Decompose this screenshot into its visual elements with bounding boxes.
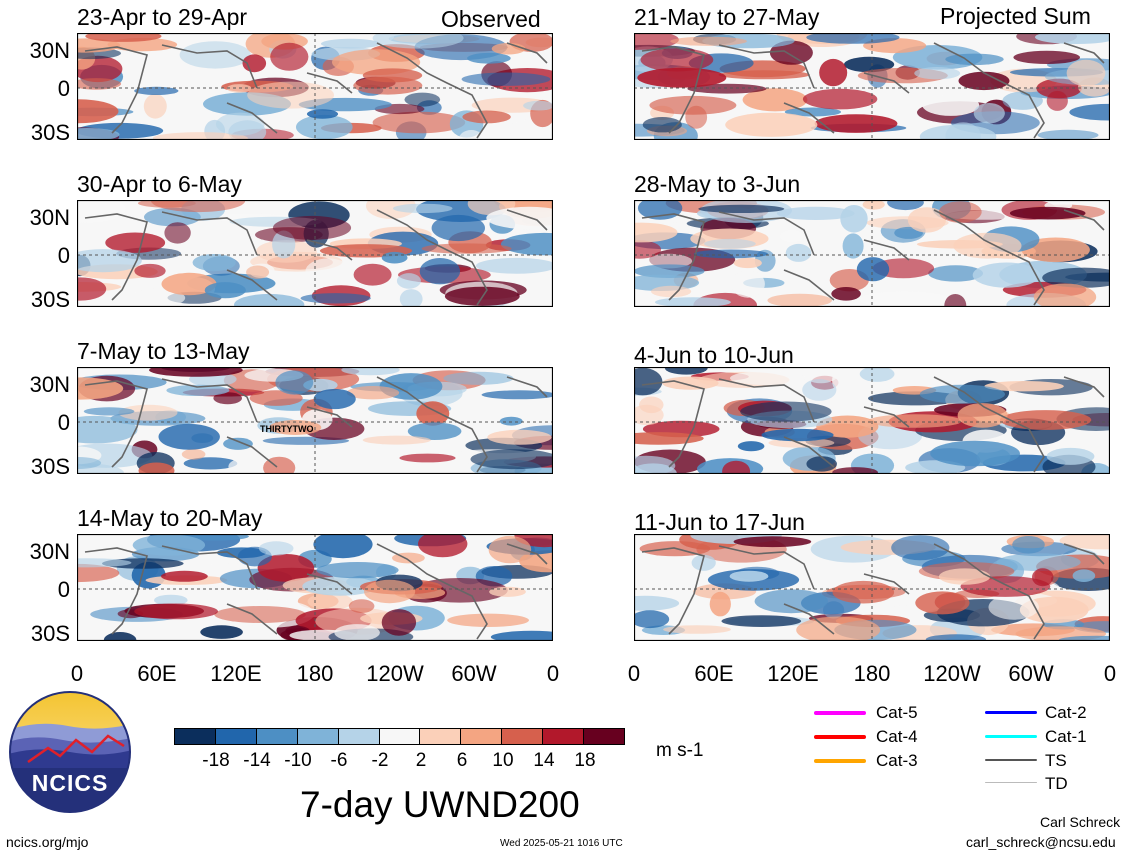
- legend-swatch-cat2: [985, 711, 1037, 714]
- colorbar-tick: 10: [492, 750, 514, 771]
- colorbar-swatch: [215, 729, 257, 744]
- colorbar-swatch: [256, 729, 298, 744]
- map-panel-obs-3: [77, 367, 553, 474]
- panel-title-proj-2: 28-May to 3-Jun: [634, 171, 801, 197]
- colorbar: [174, 728, 625, 745]
- colorbar-tick: -2: [371, 750, 389, 771]
- ncics-logo: NCICS: [8, 690, 132, 814]
- lat-label-30n: 30N: [29, 205, 70, 230]
- colorbar-units: m s-1: [656, 740, 704, 761]
- map-panel-obs-1: [77, 33, 553, 140]
- legend-label-cat2: Cat-2: [1045, 703, 1087, 722]
- lon-label-left-60e: 60E: [137, 661, 177, 686]
- map-panel-proj-1: [634, 33, 1110, 140]
- panel-title-obs-1: 23-Apr to 29-Apr: [77, 4, 248, 30]
- lat-label-30n: 30N: [29, 372, 70, 397]
- lon-label-left-180: 180: [296, 661, 334, 686]
- colorbar-swatch: [420, 729, 462, 744]
- projected-label: Projected Sum: [940, 3, 1091, 29]
- lat-label-0: 0: [57, 410, 70, 435]
- storm-label: THIRTYTWO: [260, 424, 314, 434]
- legend-swatch-cat1: [985, 735, 1037, 738]
- footer-timestamp: Wed 2025-05-21 1016 UTC: [500, 838, 623, 849]
- colorbar-swatch: [175, 729, 216, 744]
- map-panel-proj-4: [634, 534, 1110, 641]
- colorbar-tick: 14: [533, 750, 555, 771]
- colorbar-swatch: [338, 729, 380, 744]
- legend-swatch-ts: [985, 759, 1037, 761]
- legend-label-cat5: Cat-5: [876, 703, 918, 722]
- legend-swatch-td: [985, 782, 1037, 783]
- main-title: 7-day UWND200: [300, 784, 580, 825]
- lat-label-30s: 30S: [30, 454, 70, 479]
- logo-text: NCICS: [31, 770, 109, 796]
- panel-title-obs-4: 14-May to 20-May: [77, 505, 263, 531]
- panel-title-proj-3: 4-Jun to 10-Jun: [634, 342, 794, 368]
- colorbar-tick: 2: [415, 750, 427, 771]
- colorbar-swatch: [584, 729, 624, 744]
- colorbar-tick: -14: [243, 750, 271, 771]
- lat-label-0: 0: [57, 243, 70, 268]
- colorbar-tick: 6: [456, 750, 468, 771]
- legend-label-ts: TS: [1045, 751, 1067, 770]
- colorbar-tick: -10: [284, 750, 312, 771]
- colorbar-swatch: [461, 729, 503, 744]
- lon-label-left-0: 0: [70, 661, 84, 686]
- panel-title-obs-2: 30-Apr to 6-May: [77, 171, 242, 197]
- legend-label-td: TD: [1045, 774, 1068, 793]
- lon-label-right-0: 0: [627, 661, 641, 686]
- panel-title-obs-3: 7-May to 13-May: [77, 338, 250, 364]
- colorbar-tick: 18: [574, 750, 596, 771]
- map-panel-proj-3: [634, 367, 1110, 474]
- lat-label-30n: 30N: [29, 38, 70, 63]
- lon-label-left-120e: 120E: [210, 661, 262, 686]
- colorbar-tick: -18: [202, 750, 230, 771]
- lat-label-30s: 30S: [30, 120, 70, 145]
- observed-label: Observed: [441, 6, 541, 32]
- lon-label-right-60w: 60W: [1008, 661, 1054, 686]
- lat-label-30n: 30N: [29, 539, 70, 564]
- legend-label-cat1: Cat-1: [1045, 727, 1087, 746]
- legend-swatch-cat3: [814, 759, 866, 763]
- footer-author: Carl Schreck: [1040, 814, 1121, 830]
- lat-label-30s: 30S: [30, 287, 70, 312]
- colorbar-swatch: [543, 729, 585, 744]
- lat-label-30s: 30S: [30, 621, 70, 646]
- lon-label-right-0-end: 0: [1103, 661, 1117, 686]
- lon-label-right-180: 180: [853, 661, 891, 686]
- colorbar-swatch: [379, 729, 421, 744]
- colorbar-swatch: [297, 729, 339, 744]
- footer-url[interactable]: ncics.org/mjo: [6, 834, 89, 850]
- lon-label-left-0-end: 0: [546, 661, 560, 686]
- colorbar-tick: -6: [330, 750, 348, 771]
- panel-title-proj-4: 11-Jun to 17-Jun: [634, 509, 805, 535]
- legend-swatch-cat5: [814, 711, 866, 715]
- lon-label-left-60w: 60W: [451, 661, 497, 686]
- legend-label-cat4: Cat-4: [876, 727, 918, 746]
- map-panel-obs-4: [77, 534, 553, 641]
- lon-label-right-120w: 120W: [923, 661, 981, 686]
- lat-label-0: 0: [57, 76, 70, 101]
- legend-swatch-cat4: [814, 735, 866, 739]
- lon-label-right-60e: 60E: [694, 661, 734, 686]
- lon-label-left-120w: 120W: [366, 661, 424, 686]
- panel-title-proj-1: 21-May to 27-May: [634, 4, 820, 30]
- footer-email[interactable]: carl_schreck@ncsu.edu: [966, 834, 1116, 850]
- colorbar-swatch: [502, 729, 544, 744]
- lat-label-0: 0: [57, 577, 70, 602]
- lon-label-right-120e: 120E: [767, 661, 819, 686]
- legend-label-cat3: Cat-3: [876, 751, 918, 770]
- map-panel-obs-2: [77, 200, 553, 307]
- map-panel-proj-2: [634, 200, 1110, 307]
